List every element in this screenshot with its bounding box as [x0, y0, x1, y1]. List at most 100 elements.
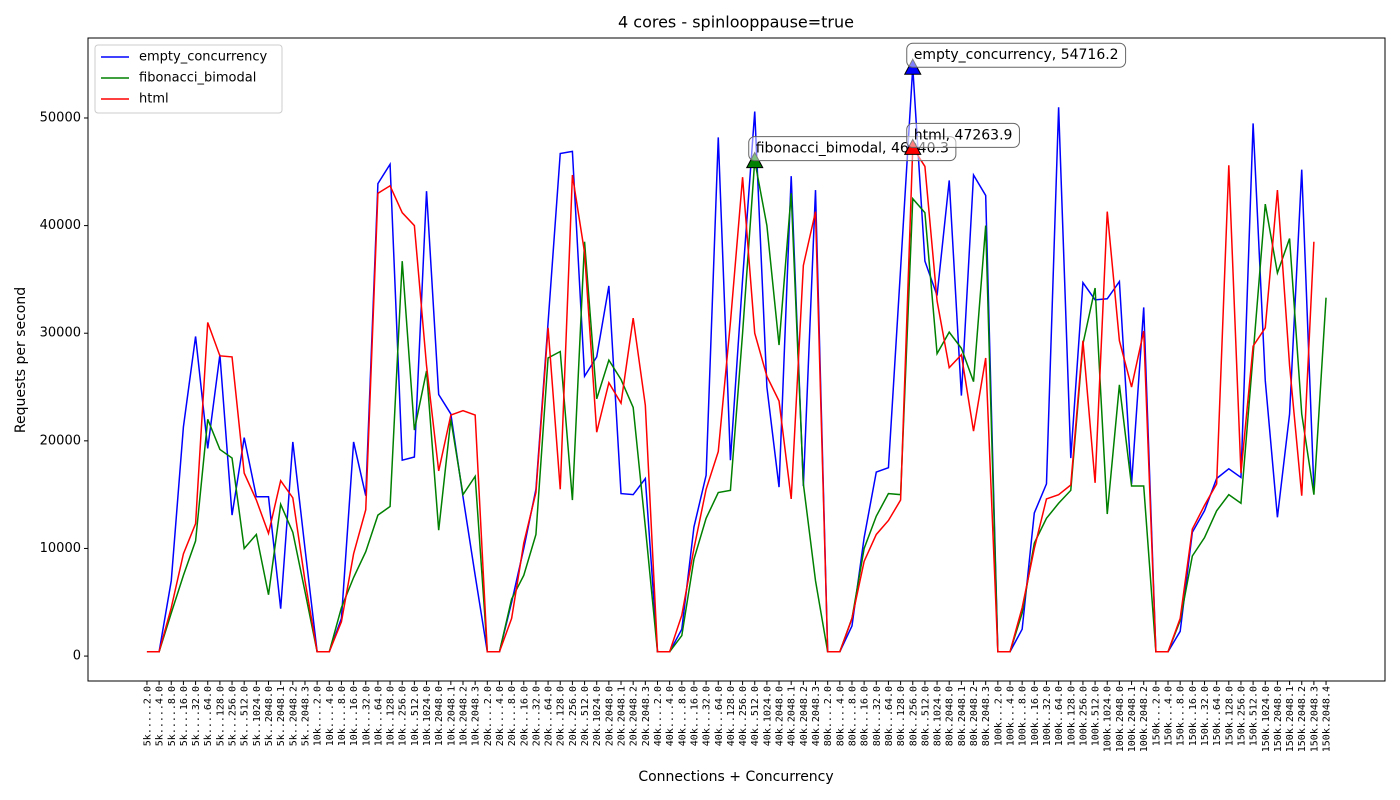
x-tick-label: 20k.2048.2: [629, 686, 640, 746]
x-tick-label: 20k.1024.0: [592, 686, 603, 746]
x-tick-label: 5k..1024.0: [252, 686, 263, 746]
x-axis-label: Connections + Concurrency: [638, 769, 833, 785]
x-tick-label: 80k....2.0: [823, 686, 834, 746]
x-tick-label: 20k...64.0: [544, 686, 555, 746]
x-tick-label: 40k...32.0: [702, 686, 713, 746]
x-tick-label: 40k....8.0: [677, 686, 688, 746]
series-line: [146, 160, 1327, 653]
x-tick-label: 150k...8.0: [1176, 686, 1187, 746]
x-tick-label: 10k.2048.1: [446, 686, 457, 746]
annotation-box: [906, 42, 1127, 68]
x-tick-label: 10k.2048.0: [434, 686, 445, 746]
x-tick-label: 10k...32.0: [361, 686, 372, 746]
x-tick-label: 20k....4.0: [495, 686, 506, 746]
x-tick-label: 150k..16.0: [1188, 686, 1199, 746]
x-tick-label: 40k...16.0: [689, 686, 700, 746]
x-tick-label: 20k.2048.1: [617, 686, 628, 746]
x-tick-label: 10k.1024.0: [422, 686, 433, 746]
x-tick-label: 40k...64.0: [714, 686, 725, 746]
legend-label: html: [139, 92, 169, 107]
x-tick-label: 100k..32.0: [1042, 686, 1053, 746]
x-tick-label: 100k.128.0: [1066, 686, 1077, 746]
x-tick-label: 80k..256.0: [908, 686, 919, 746]
x-tick-label: 80k..128.0: [896, 686, 907, 746]
x-tick-label: 100k.256.0: [1078, 686, 1089, 746]
annotation-text: html, 47263.9: [914, 127, 1013, 143]
x-tick-label: 10k....4.0: [325, 686, 336, 746]
x-tick-label: 5k....64.0: [203, 686, 214, 746]
x-tick-label: 20k.2048.0: [604, 686, 615, 746]
x-tick-label: 100k.2048.0: [1115, 686, 1126, 752]
x-tick-label: 20k..512.0: [580, 686, 591, 746]
legend-box: [94, 44, 283, 114]
x-tick-label: 100k..64.0: [1054, 686, 1065, 746]
x-tick-label: 150k.1024.0: [1261, 686, 1272, 752]
y-tick-label: 0: [73, 649, 81, 664]
x-tick-label: 150k.2048.3: [1309, 686, 1320, 752]
x-tick-label: 100k..16.0: [1030, 686, 1041, 746]
y-axis-label: Requests per second: [13, 287, 29, 433]
y-tick-label: 30000: [40, 326, 81, 341]
x-tick-label: 5k..2048.0: [264, 686, 275, 746]
x-tick-label: 80k.2048.3: [981, 686, 992, 746]
x-tick-label: 150k.2048.2: [1297, 686, 1308, 752]
x-tick-label: 80k...64.0: [884, 686, 895, 746]
x-tick-label: 40k....2.0: [653, 686, 664, 746]
x-tick-label: 100k...4.0: [1006, 686, 1017, 746]
x-tick-label: 40k.2048.1: [787, 686, 798, 746]
x-tick-label: 80k....4.0: [835, 686, 846, 746]
x-tick-label: 10k....2.0: [313, 686, 324, 746]
x-tick-label: 150k.128.0: [1224, 686, 1235, 746]
x-tick-label: 150k.2048.0: [1273, 686, 1284, 752]
x-tick-label: 100k.512.0: [1091, 686, 1102, 746]
x-tick-label: 150k..32.0: [1200, 686, 1211, 746]
legend-label: empty_concurrency: [139, 50, 267, 65]
annotation: fibonacci_bimodal, 46040.3: [748, 136, 957, 162]
x-tick-label: 150k.256.0: [1236, 686, 1247, 746]
x-tick-label: 20k....2.0: [483, 686, 494, 746]
y-tick-label: 40000: [40, 218, 81, 233]
x-tick-label: 40k.1024.0: [762, 686, 773, 746]
x-tick-label: 10k....8.0: [337, 686, 348, 746]
annotation-text: fibonacci_bimodal, 46040.3: [756, 141, 949, 157]
x-tick-label: 5k....16.0: [179, 686, 190, 746]
x-tick-label: 10k..512.0: [410, 686, 421, 746]
x-tick-label: 40k..512.0: [750, 686, 761, 746]
x-tick-label: 150k...4.0: [1164, 686, 1175, 746]
x-tick-label: 10k...64.0: [373, 686, 384, 746]
x-tick-label: 80k...32.0: [872, 686, 883, 746]
x-tick-label: 20k....8.0: [507, 686, 518, 746]
x-tick-label: 5k...512.0: [240, 686, 251, 746]
x-tick-label: 150k.2048.4: [1322, 686, 1333, 752]
x-tick-label: 80k.2048.2: [969, 686, 980, 746]
x-tick-label: 40k.2048.2: [799, 686, 810, 746]
chart-title: 4 cores - spinlooppause=true: [618, 13, 854, 32]
x-tick-label: 5k.....8.0: [167, 686, 178, 746]
x-tick-label: 10k..128.0: [386, 686, 397, 746]
x-tick-label: 80k...16.0: [860, 686, 871, 746]
x-tick-label: 80k..512.0: [920, 686, 931, 746]
y-tick-label: 50000: [40, 110, 81, 125]
y-tick-label: 20000: [40, 433, 81, 448]
x-tick-label: 10k..256.0: [398, 686, 409, 746]
x-tick-label: 5k....32.0: [191, 686, 202, 746]
x-tick-label: 20k.2048.3: [641, 686, 652, 746]
x-tick-label: 100k.2048.1: [1127, 686, 1138, 752]
x-tick-label: 150k...2.0: [1151, 686, 1162, 746]
x-tick-label: 100k.2048.2: [1139, 686, 1150, 752]
x-tick-label: 20k...16.0: [519, 686, 530, 746]
x-tick-label: 5k..2048.1: [276, 686, 287, 746]
x-tick-label: 40k..256.0: [738, 686, 749, 746]
x-tick-label: 5k.....4.0: [155, 686, 166, 746]
x-tick-label: 150k.512.0: [1249, 686, 1260, 746]
x-tick-label: 80k....8.0: [847, 686, 858, 746]
x-tick-label: 80k.2048.0: [945, 686, 956, 746]
x-tick-label: 5k..2048.2: [288, 686, 299, 746]
x-tick-label: 5k.....2.0: [142, 686, 153, 746]
x-tick-label: 10k...16.0: [349, 686, 360, 746]
annotation-box: [906, 122, 1020, 148]
x-tick-label: 10k.2048.3: [471, 686, 482, 746]
x-tick-label: 40k.2048.3: [811, 686, 822, 746]
x-tick-label: 20k..256.0: [568, 686, 579, 746]
